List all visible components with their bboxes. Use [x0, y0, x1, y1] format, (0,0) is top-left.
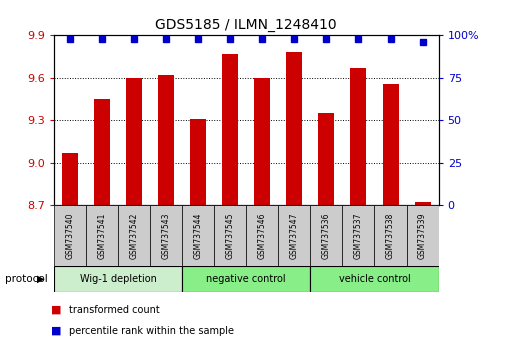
- Bar: [286, 52, 302, 205]
- Bar: [190, 119, 206, 205]
- Text: Wig-1 depletion: Wig-1 depletion: [80, 274, 156, 284]
- Text: GSM737544: GSM737544: [193, 212, 203, 259]
- Bar: [150, 205, 182, 266]
- Bar: [182, 205, 214, 266]
- Text: ▶: ▶: [37, 274, 45, 284]
- Text: negative control: negative control: [206, 274, 286, 284]
- Bar: [406, 205, 439, 266]
- Text: GSM737547: GSM737547: [290, 212, 299, 259]
- Bar: [374, 205, 406, 266]
- Bar: [350, 68, 366, 205]
- Text: GSM737541: GSM737541: [97, 212, 107, 259]
- Bar: [246, 205, 278, 266]
- Bar: [94, 99, 110, 205]
- Text: vehicle control: vehicle control: [339, 274, 410, 284]
- Bar: [278, 205, 310, 266]
- Text: ■: ■: [51, 305, 62, 315]
- Bar: [126, 78, 142, 205]
- Bar: [54, 205, 86, 266]
- Bar: [182, 266, 310, 292]
- Text: GSM737540: GSM737540: [65, 212, 74, 259]
- Bar: [415, 202, 430, 205]
- Bar: [222, 54, 238, 205]
- Text: GSM737543: GSM737543: [162, 212, 171, 259]
- Bar: [383, 84, 399, 205]
- Text: ■: ■: [51, 326, 62, 336]
- Bar: [310, 266, 439, 292]
- Bar: [118, 205, 150, 266]
- Text: transformed count: transformed count: [69, 305, 160, 315]
- Bar: [158, 75, 174, 205]
- Text: GSM737545: GSM737545: [226, 212, 235, 259]
- Text: GSM737539: GSM737539: [418, 212, 427, 259]
- Bar: [86, 205, 118, 266]
- Bar: [214, 205, 246, 266]
- Text: GSM737542: GSM737542: [129, 212, 139, 259]
- Text: GSM737546: GSM737546: [258, 212, 267, 259]
- Bar: [319, 113, 334, 205]
- Title: GDS5185 / ILMN_1248410: GDS5185 / ILMN_1248410: [155, 18, 337, 32]
- Bar: [310, 205, 343, 266]
- Text: GSM737537: GSM737537: [354, 212, 363, 259]
- Bar: [254, 78, 270, 205]
- Bar: [62, 153, 78, 205]
- Bar: [54, 266, 182, 292]
- Text: protocol: protocol: [5, 274, 48, 284]
- Bar: [343, 205, 374, 266]
- Text: percentile rank within the sample: percentile rank within the sample: [69, 326, 234, 336]
- Text: GSM737538: GSM737538: [386, 212, 395, 259]
- Text: GSM737536: GSM737536: [322, 212, 331, 259]
